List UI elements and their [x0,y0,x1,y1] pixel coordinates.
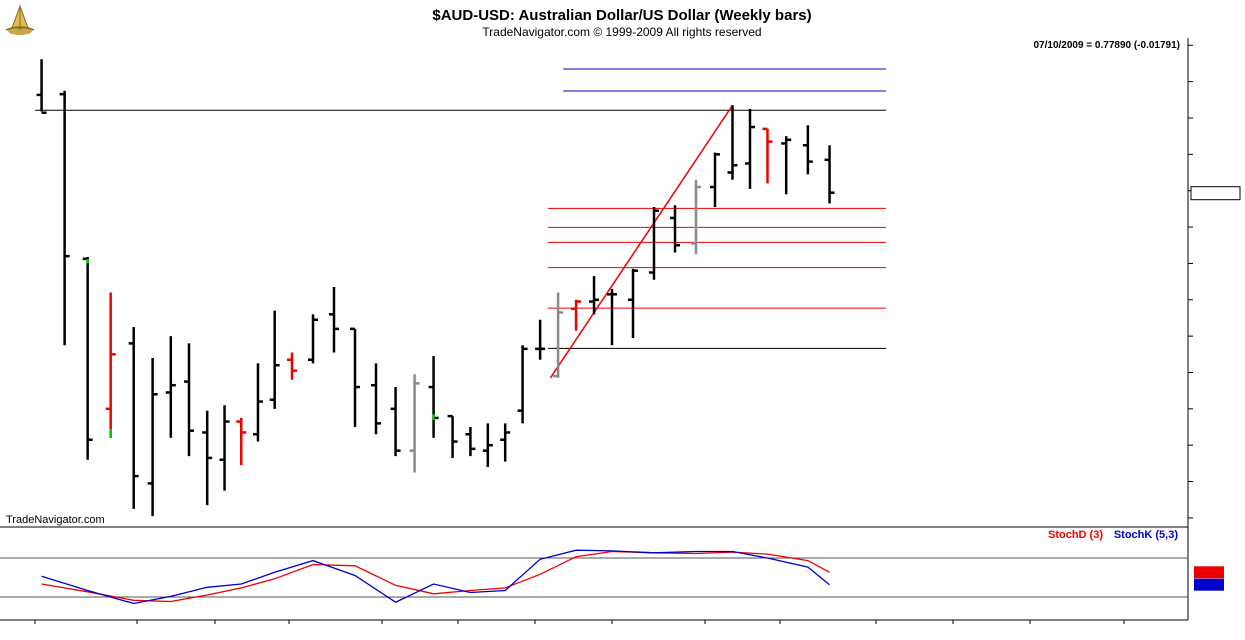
stoch-d-legend: StochD (3) [1048,529,1103,541]
ohlc-bar [500,423,511,462]
horizontal-levels [35,68,886,349]
ohlc-bar [308,314,318,364]
ohlc-bar [589,276,600,315]
trendline [549,104,734,379]
ohlc-bar [710,152,720,208]
ohlc-bar [517,345,528,424]
ohlc-bar [147,357,158,517]
price-axis [1188,44,1193,519]
ohlc-bar [824,145,835,204]
ohlc-bar [371,363,381,435]
ohlc-bar [184,343,194,457]
ohlc-bar [287,352,297,380]
ohlc-bar [390,387,401,457]
time-axis [34,620,1125,624]
ohlc-bar [219,405,230,491]
ohlc-bar [745,108,755,189]
ohlc-bar [105,292,116,438]
ohlc-bar [781,136,792,195]
ohlc-bar [670,205,680,253]
stoch-k-value-box [1194,578,1224,591]
ohlc-bar [36,59,47,114]
ohlc-bar [350,327,360,428]
ohlc-bar [553,292,564,378]
quote-readout: 07/10/2009 = 0.77890 (-0.01791) [1033,40,1180,51]
ohlc-bar [202,410,213,506]
ohlc-bar [269,310,280,409]
last-price-marker [1190,186,1241,201]
chart-title: $AUD-USD: Australian Dollar/US Dollar (W… [432,7,811,24]
ohlc-bar [329,287,339,353]
ohlc-bar [128,327,139,509]
ohlc-bar [465,427,476,457]
ohlc-bar [571,299,582,331]
price-bars [36,59,835,517]
stoch-d-value-box [1194,566,1224,579]
stoch-k-legend: StochK (5,3) [1114,529,1179,541]
ohlc-bar [607,288,617,346]
ohlc-bar [691,179,701,255]
ohlc-bar [727,105,738,180]
chart-subtitle: TradeNavigator.com © 1999-2009 All right… [482,25,761,39]
stochastic-panel [0,549,1224,605]
last-price-box [1190,186,1241,201]
trade-navigator-logo-icon [5,4,35,35]
ohlc-bar [802,125,813,175]
ohlc-bar [628,268,638,338]
ohlc-bar [236,417,247,466]
watermark: TradeNavigator.com [6,514,105,526]
trendline-segment [549,104,734,379]
ohlc-bar [252,363,263,442]
stoch-k-line [41,549,830,605]
ohlc-bar [165,336,176,438]
ohlc-bar [762,127,773,184]
ohlc-bar [649,207,659,280]
ohlc-bar [447,414,458,458]
ohlc-bar [535,319,546,360]
ohlc-bar [59,90,70,346]
stoch-d-line [41,550,830,603]
ohlc-bar [409,374,420,473]
ohlc-bar [482,423,493,468]
